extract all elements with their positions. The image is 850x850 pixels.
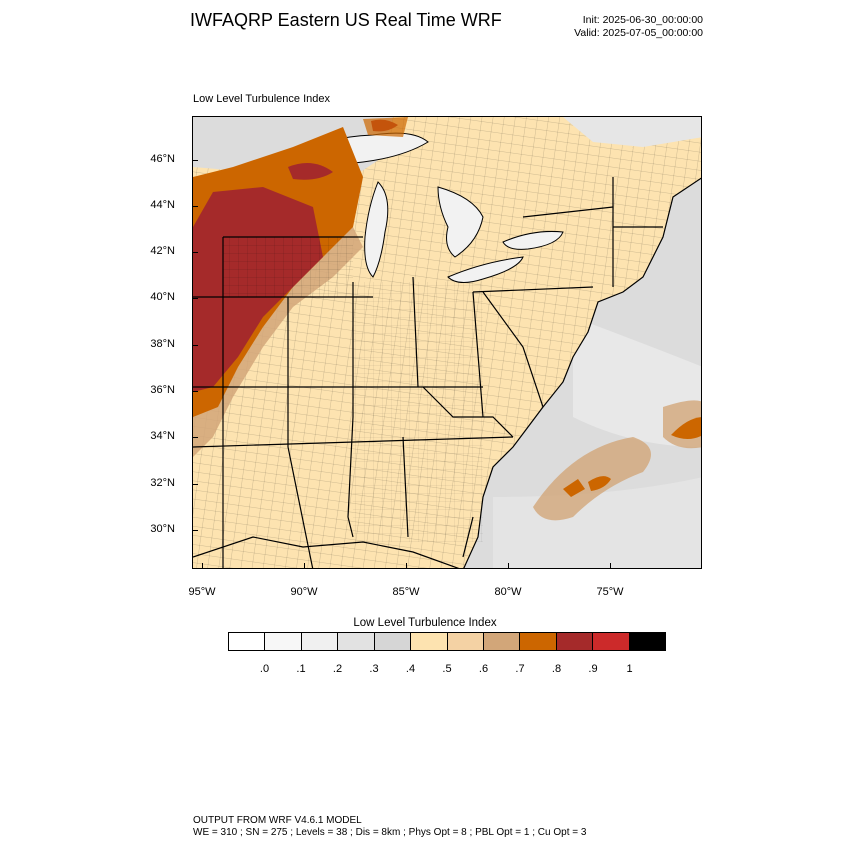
gulf-coast (193, 536, 460, 568)
lat-tick-label: 30°N (150, 523, 175, 535)
lat-tick-mark (192, 160, 198, 161)
colorbar-cell (374, 633, 412, 650)
colorbar-label: .4 (405, 663, 416, 675)
model-info-line1: OUTPUT FROM WRF V4.6.1 MODEL (193, 815, 362, 826)
lon-tick-label: 85°W (392, 586, 420, 598)
lake-ontario (502, 231, 564, 250)
page-title: IWFAQRP Eastern US Real Time WRF (190, 10, 502, 30)
colorbar-cell (556, 633, 594, 650)
lat-tick-mark (192, 530, 198, 531)
coastline (463, 177, 701, 568)
lat-tick-mark (192, 298, 198, 299)
lon-tick-label: 90°W (290, 586, 318, 598)
colorbar-label: .3 (369, 663, 379, 675)
lon-tick-mark (508, 563, 509, 569)
turbulence-offshore-zone (533, 437, 651, 521)
lake-michigan (364, 181, 389, 278)
lon-tick-label: 80°W (494, 586, 522, 598)
turbulence-offshore-zone (563, 479, 585, 497)
colorbar-cell (301, 633, 339, 650)
lon-tick-mark (406, 563, 407, 569)
colorbar-cell (338, 633, 375, 650)
lat-tick-label: 40°N (150, 291, 175, 303)
colorbar-cell (229, 633, 266, 650)
colorbar-label: .8 (551, 663, 562, 675)
turbulence-offshore-zone (671, 417, 701, 439)
lat-tick-label: 42°N (150, 245, 175, 257)
lon-tick-label: 75°W (596, 586, 624, 598)
lat-tick-mark (192, 345, 198, 346)
map-field-label: Low Level Turbulence Index (193, 93, 330, 105)
lon-tick-mark (304, 563, 305, 569)
colorbar-cell (593, 633, 630, 650)
colorbar (228, 632, 666, 651)
colorbar-label: .1 (296, 663, 306, 675)
turbulence-high-zone (363, 117, 408, 137)
valid-time: Valid: 2025-07-05_00:00:00 (574, 27, 703, 39)
lat-tick-label: 38°N (150, 338, 175, 350)
colorbar-title: Low Level Turbulence Index (353, 617, 497, 629)
lake-huron (437, 186, 484, 258)
lon-tick-label: 95°W (188, 586, 216, 598)
colorbar-cell (411, 633, 448, 650)
model-info-line2: WE = 310 ; SN = 275 ; Levels = 38 ; Dis … (193, 827, 587, 838)
lat-tick-mark (192, 437, 198, 438)
colorbar-label: .7 (515, 663, 525, 675)
lat-tick-mark (192, 252, 198, 253)
lat-tick-label: 36°N (150, 384, 175, 396)
colorbar-label: .2 (332, 663, 343, 675)
lon-tick-mark (610, 563, 611, 569)
colorbar-cell (483, 633, 521, 650)
lat-tick-label: 34°N (150, 430, 175, 442)
colorbar-label: .6 (478, 663, 489, 675)
colorbar-label: 1 (626, 663, 633, 675)
colorbar-cell (265, 633, 302, 650)
lat-tick-mark (192, 206, 198, 207)
run-times: Init: 2025-06-30_00:00:00 Valid: 2025-07… (520, 14, 703, 40)
colorbar-label: .0 (259, 663, 270, 675)
init-time: Init: 2025-06-30_00:00:00 (582, 14, 703, 26)
lon-tick-mark (202, 563, 203, 569)
turbulence-offshore-zone (588, 476, 611, 491)
lat-tick-label: 44°N (150, 199, 175, 211)
colorbar-cell (447, 633, 484, 650)
model-info: OUTPUT FROM WRF V4.6.1 MODEL WE = 310 ; … (193, 815, 586, 839)
lat-tick-label: 46°N (150, 153, 175, 165)
map-panel (192, 116, 702, 569)
colorbar-cell (520, 633, 557, 650)
colorbar-cell (629, 633, 666, 650)
turbulence-very-high-zone (288, 163, 333, 180)
lat-tick-mark (192, 391, 198, 392)
map-svg (193, 117, 701, 568)
lat-tick-mark (192, 484, 198, 485)
lat-tick-label: 32°N (150, 477, 175, 489)
colorbar-label: .5 (442, 663, 452, 675)
north-area (563, 117, 701, 147)
colorbar-label: .9 (588, 663, 598, 675)
